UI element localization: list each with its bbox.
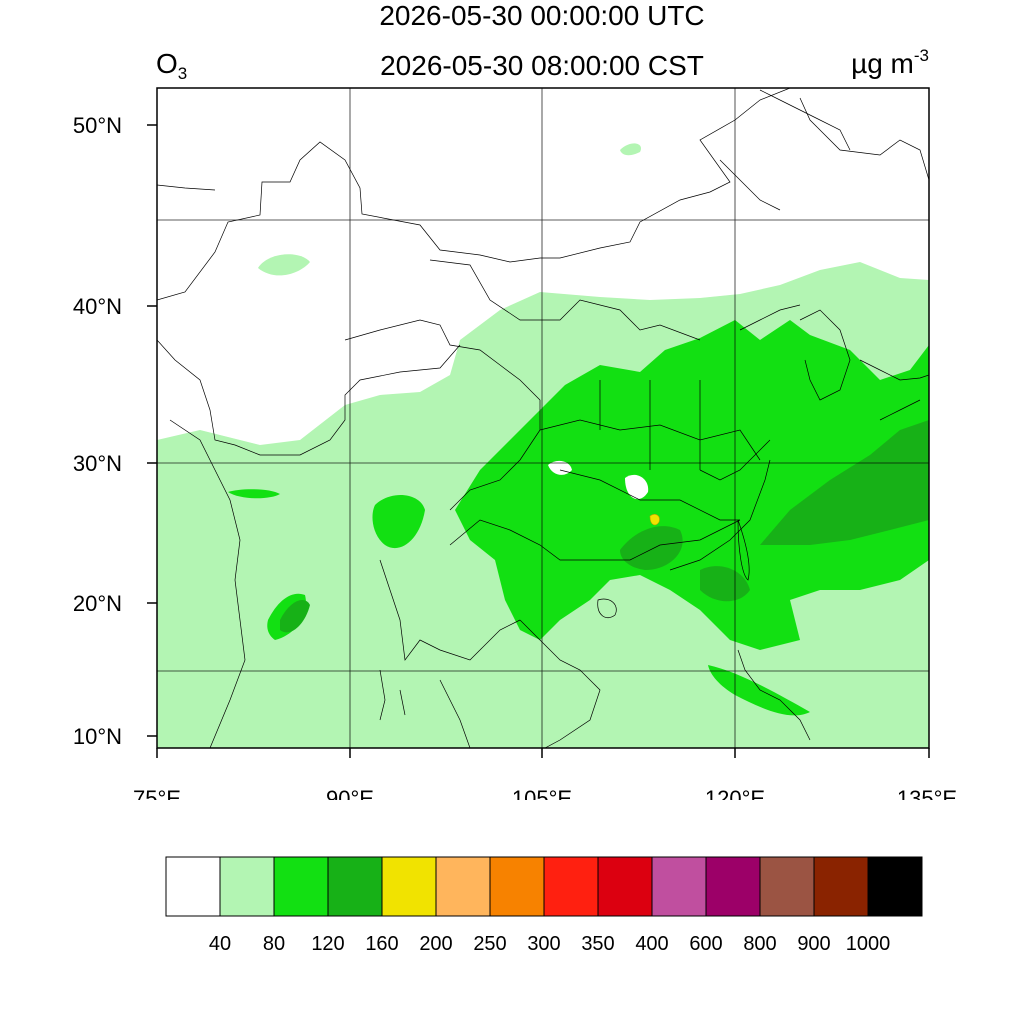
legend-swatch bbox=[705, 856, 761, 917]
legend-label: 800 bbox=[743, 933, 776, 955]
lat-tick-label: 30°N bbox=[73, 451, 122, 476]
legend-swatch bbox=[489, 856, 545, 917]
fill-light-green-blob bbox=[620, 143, 641, 156]
lon-tick-label: 90°E bbox=[326, 786, 374, 800]
fill-green bbox=[455, 320, 929, 650]
legend-swatch bbox=[813, 856, 869, 917]
species-subscript: 3 bbox=[177, 64, 188, 83]
legend-label: 120 bbox=[311, 933, 344, 955]
map-frame bbox=[156, 87, 930, 749]
borders bbox=[157, 88, 929, 748]
lon-tick-label: 105°E bbox=[512, 786, 572, 800]
fill-dark-green bbox=[760, 420, 929, 545]
legend-label: 1000 bbox=[846, 933, 891, 955]
legend-swatch bbox=[381, 856, 437, 917]
fill-dark-green-blob bbox=[620, 526, 683, 570]
legend-label: 80 bbox=[263, 933, 285, 955]
legend-labels: 40 80 120 160 200 250 300 350 400 600 800 900 1000 bbox=[209, 933, 890, 955]
lat-labels: 50°N 40°N 30°N 20°N 10°N bbox=[73, 113, 122, 749]
legend-swatch bbox=[543, 856, 599, 917]
legend-swatch bbox=[165, 856, 221, 917]
fill-dark-green-blob bbox=[280, 600, 310, 633]
tick-marks bbox=[147, 124, 930, 758]
legend-swatch bbox=[867, 856, 923, 917]
units-main: µg m bbox=[851, 48, 914, 79]
lat-tick-label: 10°N bbox=[73, 724, 122, 749]
legend-label: 900 bbox=[797, 933, 830, 955]
lon-tick-label: 120°E bbox=[705, 786, 765, 800]
legend-swatch bbox=[219, 856, 275, 917]
ozone-map: 75°E 90°E 105°E 120°E 135°E 50°N 40°N 30… bbox=[73, 87, 957, 800]
fill-green-blob bbox=[228, 489, 280, 499]
fill-green-blob bbox=[372, 494, 425, 549]
fill-yellow-spot bbox=[649, 514, 660, 526]
lat-tick-label: 40°N bbox=[73, 294, 122, 319]
units-superscript: -3 bbox=[913, 46, 929, 65]
fill-green-blob bbox=[708, 665, 810, 716]
legend-label: 40 bbox=[209, 933, 231, 955]
legend-label: 350 bbox=[581, 933, 614, 955]
legend-boxes bbox=[165, 856, 923, 917]
legend-swatch bbox=[273, 856, 329, 917]
legend-swatch bbox=[651, 856, 707, 917]
graticule bbox=[157, 88, 929, 748]
species-label: O3 bbox=[156, 48, 187, 84]
legend-swatch bbox=[759, 856, 815, 917]
legend-label: 300 bbox=[527, 933, 560, 955]
legend-swatch bbox=[327, 856, 383, 917]
legend-label: 250 bbox=[473, 933, 506, 955]
units-label: µg m-3 bbox=[851, 46, 929, 80]
fill-hole bbox=[625, 474, 649, 500]
lon-labels: 75°E 90°E 105°E 120°E 135°E bbox=[133, 786, 957, 800]
legend-swatch bbox=[597, 856, 653, 917]
fill-dark-green-blob bbox=[700, 566, 750, 602]
species-main: O bbox=[156, 48, 178, 79]
legend-label: 200 bbox=[419, 933, 452, 955]
title-cst: 2026-05-30 08:00:00 CST bbox=[380, 50, 704, 81]
legend-swatch bbox=[435, 856, 491, 917]
title-utc: 2026-05-30 00:00:00 UTC bbox=[379, 0, 705, 31]
lat-tick-label: 20°N bbox=[73, 591, 122, 616]
lon-tick-label: 75°E bbox=[133, 786, 181, 800]
legend-label: 400 bbox=[635, 933, 668, 955]
map-fields bbox=[157, 88, 929, 748]
legend-label: 600 bbox=[689, 933, 722, 955]
lon-tick-label: 135°E bbox=[897, 786, 957, 800]
fill-light-green-blob bbox=[258, 254, 310, 276]
lat-tick-label: 50°N bbox=[73, 113, 122, 138]
legend-label: 160 bbox=[365, 933, 398, 955]
